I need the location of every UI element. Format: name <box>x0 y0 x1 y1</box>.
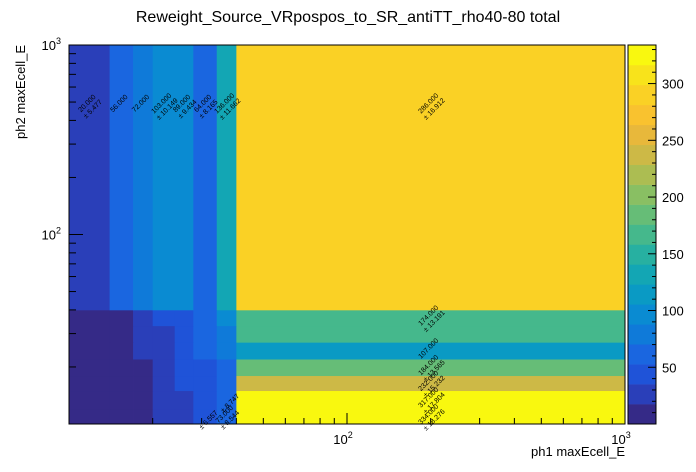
heatmap-cell <box>193 342 218 360</box>
heatmap-cell <box>109 359 134 377</box>
heatmap-cell <box>133 309 154 327</box>
colorbar-segment <box>628 404 656 425</box>
heatmap-cell <box>236 342 626 360</box>
heatmap-cell <box>174 342 194 360</box>
heatmap-cell <box>152 375 176 392</box>
colorbar-segment <box>628 264 656 285</box>
colorbar-tick-label: 200 <box>662 190 684 205</box>
heatmap-cell <box>133 390 154 410</box>
heatmap-cell <box>109 309 134 327</box>
heatmap-cell <box>193 359 218 377</box>
heatmap-cell <box>193 390 218 410</box>
colorbar-segment <box>628 124 656 146</box>
heatmap-cell <box>109 45 134 311</box>
colorbar-segment <box>628 104 656 126</box>
colorbar-tick-label: 250 <box>662 133 684 148</box>
chart-title: Reweight_Source_VRpospos_to_SR_antiTT_rh… <box>136 9 560 26</box>
heatmap-cell <box>174 359 194 377</box>
heatmap-cell <box>133 375 154 392</box>
heatmap-cell <box>133 45 154 311</box>
heatmap-cell <box>69 325 111 343</box>
heatmap-cell <box>152 309 176 327</box>
colorbar-segment <box>628 204 656 225</box>
heatmap-cell <box>174 375 194 392</box>
heatmap-cell <box>109 375 134 392</box>
colorbar-ticks: 50 100 150 200 250 300 <box>648 49 684 414</box>
heatmap-cell <box>174 325 194 343</box>
colorbar-tick-label: 300 <box>662 77 684 92</box>
heatmap-cell <box>133 409 154 425</box>
colorbar-tick-label: 150 <box>662 247 684 262</box>
heatmap-cell <box>133 325 154 343</box>
colorbar-segment <box>628 244 656 265</box>
colorbar-segment <box>628 164 656 185</box>
heatmap-cells <box>69 45 626 425</box>
heatmap-cell <box>216 390 237 410</box>
heatmap-cell <box>133 342 154 360</box>
x-axis-label: ph1 maxEcell_E <box>531 444 625 459</box>
heatmap-cell <box>236 359 626 377</box>
colorbar-segment <box>628 304 656 325</box>
heatmap-cell <box>236 409 626 425</box>
colorbar-segment <box>628 324 656 345</box>
heatmap-cell <box>69 409 111 425</box>
heatmap-cell <box>69 375 111 392</box>
colorbar-segment <box>628 224 656 245</box>
colorbar-segment <box>628 64 656 86</box>
heatmap-cell <box>193 409 218 425</box>
colorbar-tick-label: 100 <box>662 304 684 319</box>
heatmap-cell <box>216 45 237 311</box>
heatmap-cell <box>152 409 176 425</box>
y-tick-label: 102 <box>42 226 61 243</box>
colorbar-segment <box>628 384 656 405</box>
colorbar-segment <box>628 344 656 365</box>
heatmap-cell <box>236 325 626 343</box>
heatmap-cell <box>236 390 626 410</box>
colorbar-frame <box>627 44 657 425</box>
heatmap-cell <box>109 325 134 343</box>
heatmap-cell <box>236 45 626 311</box>
heatmap-cell <box>109 409 134 425</box>
heatmap-cell <box>174 409 194 425</box>
heatmap-cell <box>152 390 176 410</box>
heatmap-cell <box>193 309 218 327</box>
heatmap-cell <box>69 342 111 360</box>
y-tick-label: 103 <box>42 36 61 53</box>
heatmap-cell <box>216 325 237 343</box>
heatmap-cell <box>216 342 237 360</box>
heatmap-cell <box>69 309 111 327</box>
heatmap-cell <box>236 309 626 327</box>
colorbar-segment <box>628 284 656 305</box>
heatmap-cell <box>152 359 176 377</box>
heatmap-cell <box>216 309 237 327</box>
heatmap-cell <box>193 375 218 392</box>
heatmap-cell <box>216 359 237 377</box>
colorbar-segment <box>628 144 656 165</box>
heatmap-cell <box>152 45 176 311</box>
heatmap-cell <box>109 390 134 410</box>
colorbar-segment <box>628 84 656 106</box>
heatmap-cell <box>109 342 134 360</box>
heatmap-cell <box>193 325 218 343</box>
heatmap-cell <box>174 45 194 311</box>
colorbar-tick-label: 50 <box>662 360 676 375</box>
heatmap-cell <box>152 325 176 343</box>
heatmap-cell <box>174 390 194 410</box>
heatmap-cell <box>216 375 237 392</box>
heatmap-cell <box>69 359 111 377</box>
x-tick-label: 102 <box>333 430 352 447</box>
heatmap-cell <box>174 309 194 327</box>
heatmap-cell <box>236 375 626 392</box>
heatmap-cell <box>216 409 237 425</box>
heatmap-cell <box>193 45 218 311</box>
heatmap-cell <box>133 359 154 377</box>
colorbar-segment <box>628 184 656 205</box>
heatmap-cell <box>152 342 176 360</box>
colorbar-segment <box>628 364 656 385</box>
colorbar-segment <box>628 45 656 66</box>
y-axis-label: ph2 maxEcell_E <box>13 45 28 139</box>
heatmap-cell <box>69 390 111 410</box>
